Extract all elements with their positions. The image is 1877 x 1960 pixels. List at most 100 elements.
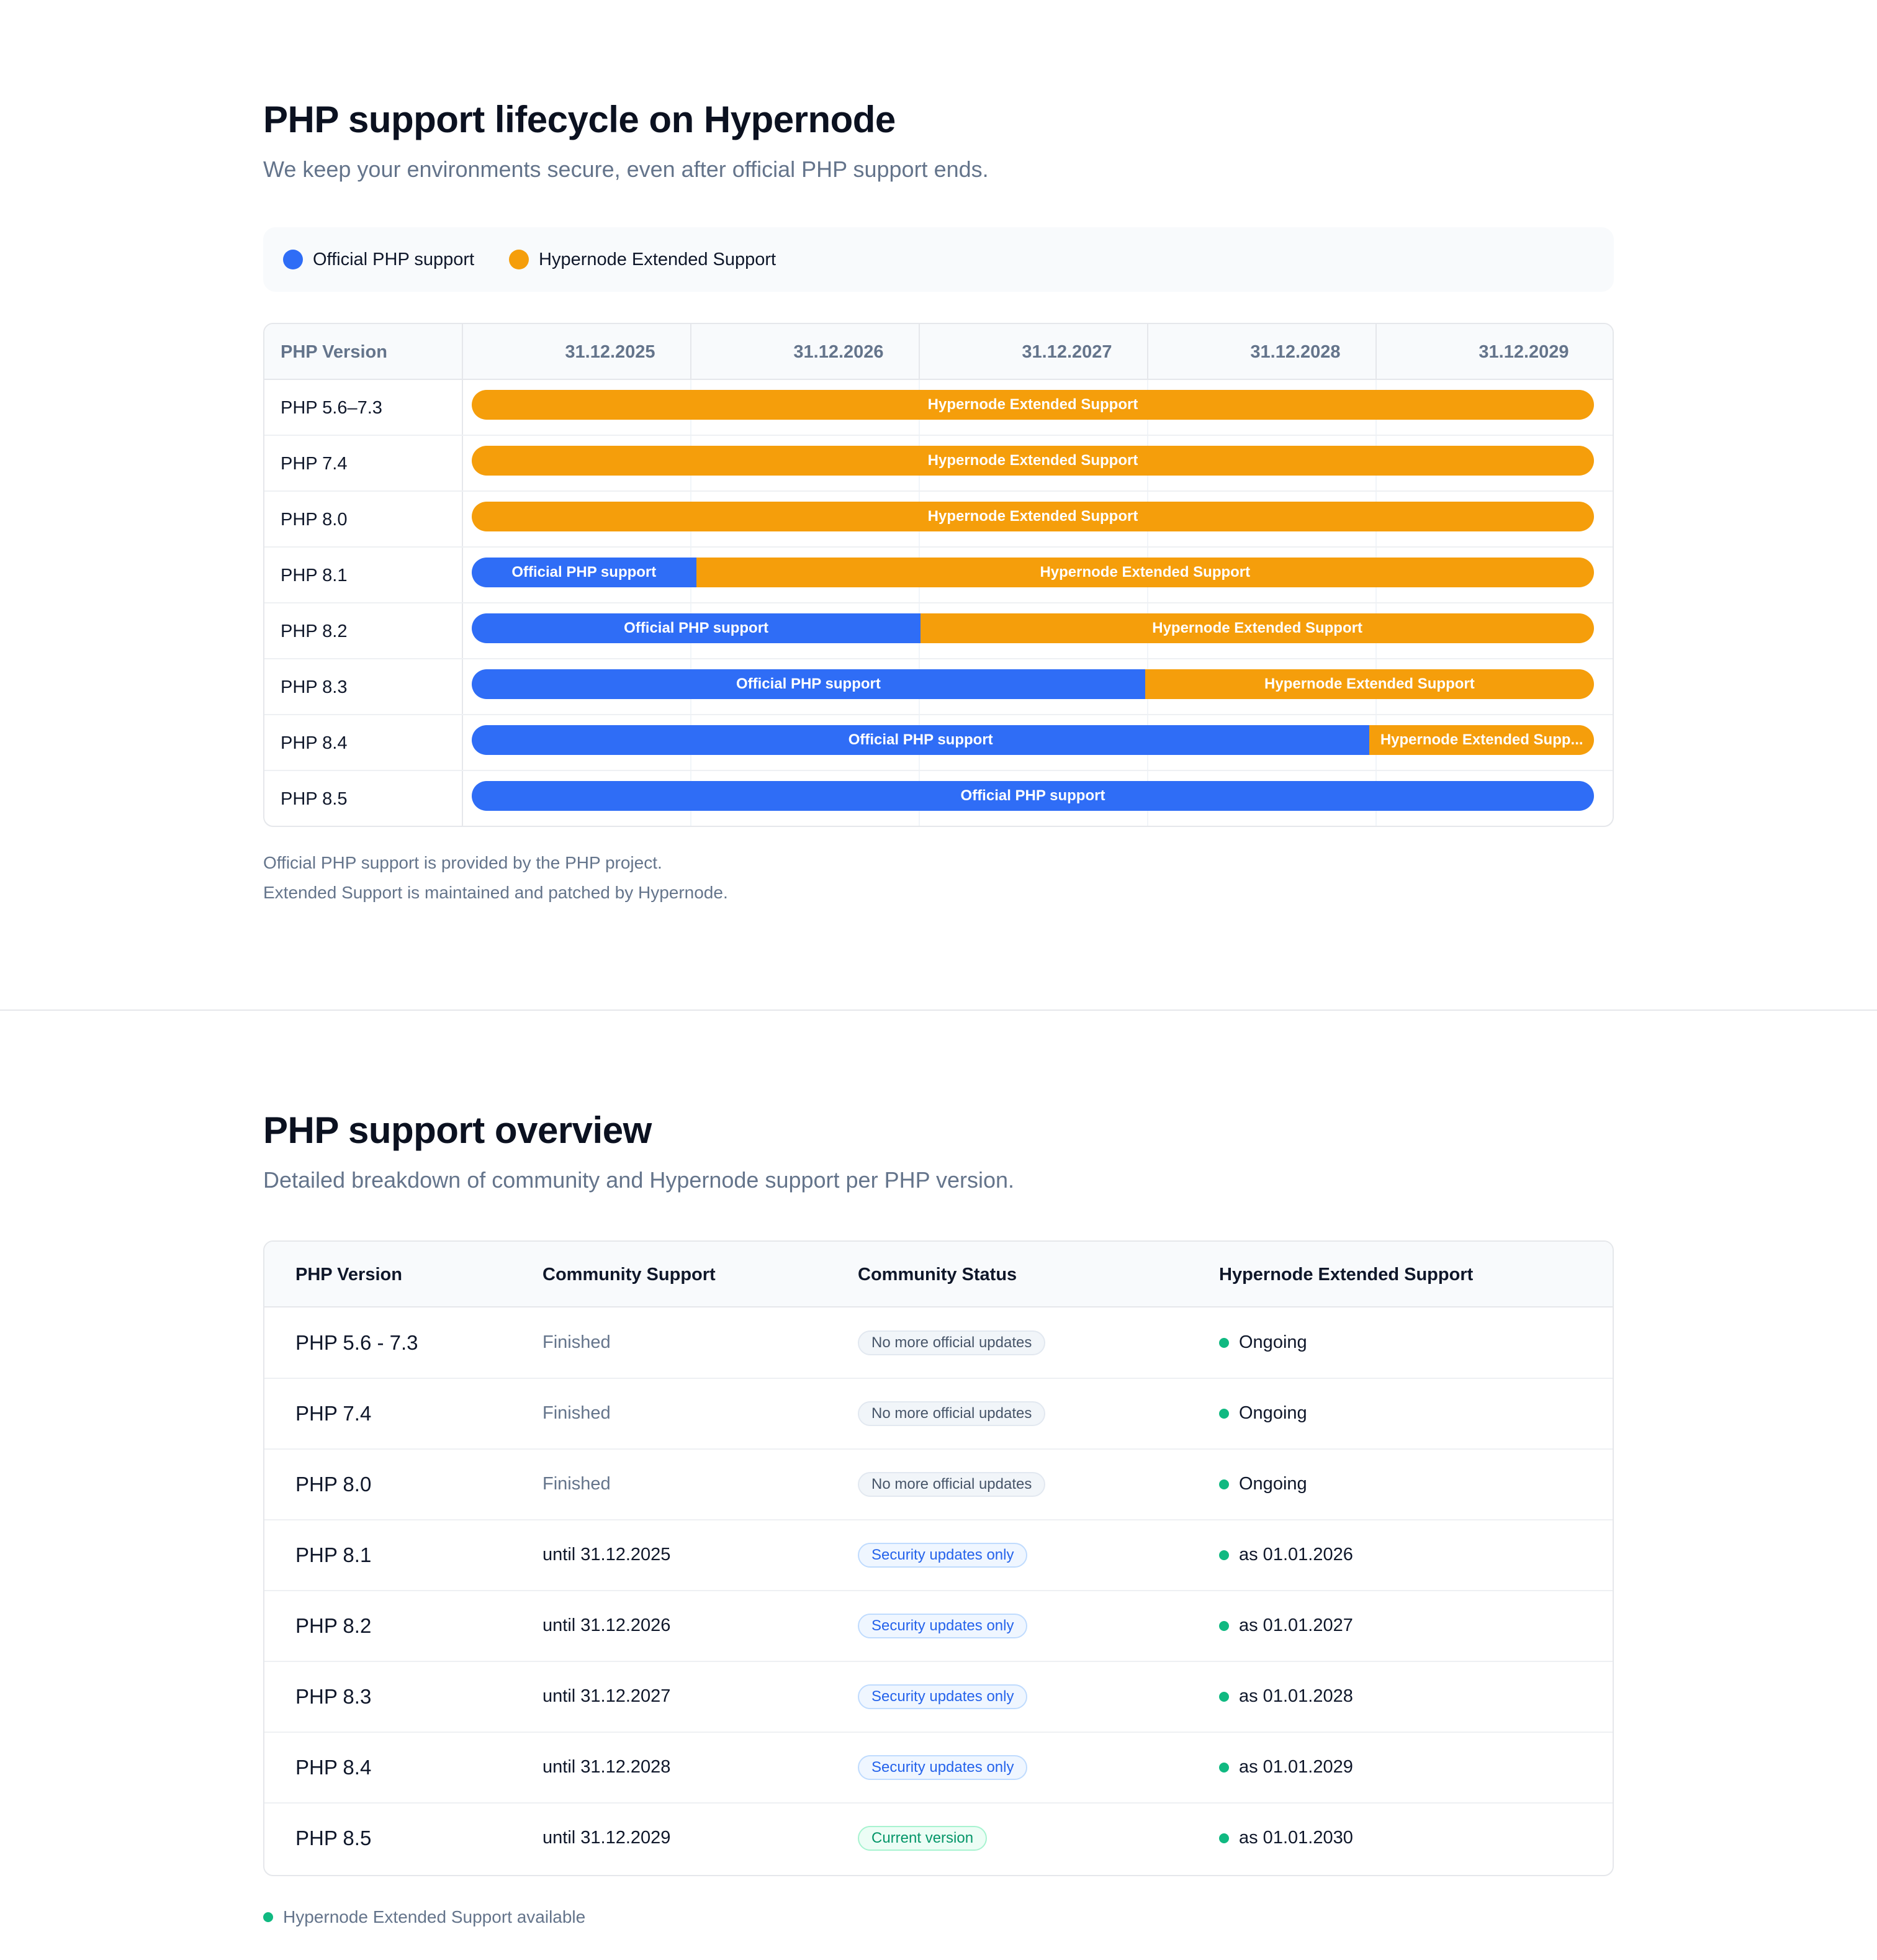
legend-label-official: Official PHP support	[313, 249, 475, 269]
table-header: PHP Version Community Support Community …	[264, 1242, 1613, 1307]
green-dot-icon	[1219, 1620, 1229, 1631]
green-dot-icon	[1219, 1691, 1229, 1702]
lifecycle-subtitle: We keep your environments secure, even a…	[263, 156, 989, 182]
gantt-bar: Official PHP support Hypernode Extended S…	[472, 613, 1594, 643]
lifecycle-title: PHP support lifecycle on Hypernode	[263, 99, 896, 140]
gantt-bar: Hypernode Extended Support	[472, 446, 1594, 476]
row-version: PHP 8.5	[295, 1826, 372, 1849]
gantt-divider	[919, 324, 920, 380]
overview-footnote: Hypernode Extended Support available	[263, 1907, 585, 1927]
row-community-support: until 31.12.2027	[542, 1686, 671, 1706]
row-community-support: Finished	[542, 1403, 611, 1423]
overview-subtitle: Detailed breakdown of community and Hype…	[263, 1167, 1014, 1193]
gantt-bar: Official PHP support Hypernode Extended S…	[472, 558, 1594, 587]
gantt-row: PHP 8.1 Official PHP support Hypernode Ext…	[264, 548, 1613, 603]
row-community-status: No more official updates	[858, 1449, 1046, 1519]
legend-item-official: Official PHP support	[283, 227, 474, 292]
gantt-row-version: PHP 7.4	[281, 454, 348, 474]
row-community-support: until 31.12.2025	[542, 1545, 671, 1565]
row-version: PHP 8.0	[295, 1472, 372, 1496]
gantt-row-version: PHP 5.6–7.3	[281, 398, 382, 418]
extended-support-segment: Hypernode Extended Support	[1145, 669, 1594, 699]
row-community-support: until 31.12.2026	[542, 1615, 671, 1635]
table-row: PHP 8.5 until 31.12.2029 Current version as…	[264, 1803, 1613, 1874]
row-community-status: No more official updates	[858, 1378, 1046, 1448]
extended-support-segment: Hypernode Extended Support	[920, 613, 1594, 643]
gantt-header: PHP Version 31.12.2025 31.12.2026 31.12.…	[264, 324, 1613, 380]
gantt-header-label: PHP Version	[281, 342, 387, 362]
gantt-divider	[690, 324, 691, 380]
gantt-row: PHP 8.5 Official PHP support	[264, 771, 1613, 826]
table-row: PHP 5.6 - 7.3 Finished No more official up…	[264, 1307, 1613, 1379]
green-dot-icon	[263, 1912, 273, 1922]
row-version: PHP 8.4	[295, 1755, 372, 1779]
column-header-community-support: Community Support	[542, 1265, 716, 1285]
green-dot-icon	[1219, 1833, 1229, 1843]
extended-support-value: as 01.01.2027	[1239, 1615, 1353, 1635]
row-community-status: Security updates only	[858, 1661, 1028, 1732]
row-community-support: until 31.12.2028	[542, 1757, 671, 1777]
gantt-year: 31.12.2027	[1022, 342, 1112, 362]
overview-table: PHP Version Community Support Community …	[263, 1240, 1614, 1876]
gantt-row-version: PHP 8.4	[281, 733, 348, 753]
gantt-row-version: PHP 8.2	[281, 621, 348, 641]
blue-dot-icon	[283, 250, 303, 269]
row-version: PHP 7.4	[295, 1401, 372, 1425]
official-support-segment: Official PHP support	[472, 669, 1145, 699]
gantt-bar: Official PHP support	[472, 781, 1594, 811]
gantt-year: 31.12.2025	[565, 342, 655, 362]
official-support-segment: Official PHP support	[472, 781, 1594, 811]
footnote-label: Hypernode Extended Support available	[283, 1907, 586, 1926]
table-row: PHP 8.1 until 31.12.2025 Security updates …	[264, 1520, 1613, 1591]
status-badge: Current version	[858, 1825, 988, 1851]
column-header-extended-support: Hypernode Extended Support	[1219, 1265, 1474, 1285]
extended-support-value: as 01.01.2030	[1239, 1828, 1353, 1848]
row-community-status: Security updates only	[858, 1732, 1028, 1802]
table-row: PHP 8.4 until 31.12.2028 Security updates …	[264, 1732, 1613, 1804]
gantt-year: 31.12.2026	[793, 342, 884, 362]
gantt-row-version: PHP 8.3	[281, 677, 348, 697]
row-extended-support: as 01.01.2027	[1219, 1591, 1353, 1661]
lifecycle-note-official: Official PHP support is provided by the …	[263, 853, 662, 872]
lifecycle-gantt: PHP Version 31.12.2025 31.12.2026 31.12.…	[263, 323, 1614, 827]
row-version: PHP 8.1	[295, 1543, 372, 1566]
extended-support-segment: Hypernode Extended Support	[472, 502, 1594, 531]
gantt-row: PHP 7.4 Hypernode Extended Support	[264, 436, 1613, 492]
row-community-support: until 31.12.2029	[542, 1828, 671, 1848]
extended-support-value: Ongoing	[1239, 1332, 1307, 1352]
extended-support-segment: Hypernode Extended Support	[472, 446, 1594, 476]
overview-title: PHP support overview	[263, 1109, 652, 1151]
table-row: PHP 8.3 until 31.12.2027 Security updates …	[264, 1661, 1613, 1733]
row-community-support: Finished	[542, 1474, 611, 1494]
green-dot-icon	[1219, 1550, 1229, 1560]
row-extended-support: as 01.01.2029	[1219, 1732, 1353, 1802]
gantt-bar: Official PHP support Hypernode Extended S…	[472, 669, 1594, 699]
row-community-status: Security updates only	[858, 1520, 1028, 1590]
official-support-segment: Official PHP support	[472, 558, 696, 587]
legend: Official PHP support Hypernode Extended …	[263, 227, 1614, 292]
column-header-version: PHP Version	[295, 1265, 402, 1285]
status-badge: Security updates only	[858, 1684, 1028, 1709]
extended-support-segment: Hypernode Extended Support	[696, 558, 1594, 587]
extended-support-value: Ongoing	[1239, 1403, 1307, 1423]
legend-label-extended: Hypernode Extended Support	[539, 249, 776, 269]
gantt-row: PHP 8.4 Official PHP support Hypernode Ext…	[264, 715, 1613, 771]
green-dot-icon	[1219, 1762, 1229, 1773]
gantt-divider	[1147, 324, 1148, 380]
extended-support-segment: Hypernode Extended Support	[472, 390, 1594, 420]
table-row: PHP 8.2 until 31.12.2026 Security updates …	[264, 1591, 1613, 1662]
gantt-row-version: PHP 8.5	[281, 789, 348, 809]
status-badge: No more official updates	[858, 1330, 1046, 1355]
status-badge: No more official updates	[858, 1401, 1046, 1426]
gantt-year: 31.12.2028	[1250, 342, 1341, 362]
status-badge: Security updates only	[858, 1755, 1028, 1780]
gantt-row: PHP 8.3 Official PHP support Hypernode Ext…	[264, 659, 1613, 715]
extended-support-value: as 01.01.2029	[1239, 1757, 1353, 1777]
table-row: PHP 7.4 Finished No more official updates O…	[264, 1378, 1613, 1450]
status-badge: Security updates only	[858, 1542, 1028, 1568]
row-version: PHP 8.2	[295, 1614, 372, 1637]
row-extended-support: as 01.01.2028	[1219, 1661, 1353, 1732]
extended-support-value: as 01.01.2026	[1239, 1545, 1353, 1565]
row-version: PHP 5.6 - 7.3	[295, 1330, 418, 1354]
row-extended-support: as 01.01.2030	[1219, 1803, 1353, 1873]
